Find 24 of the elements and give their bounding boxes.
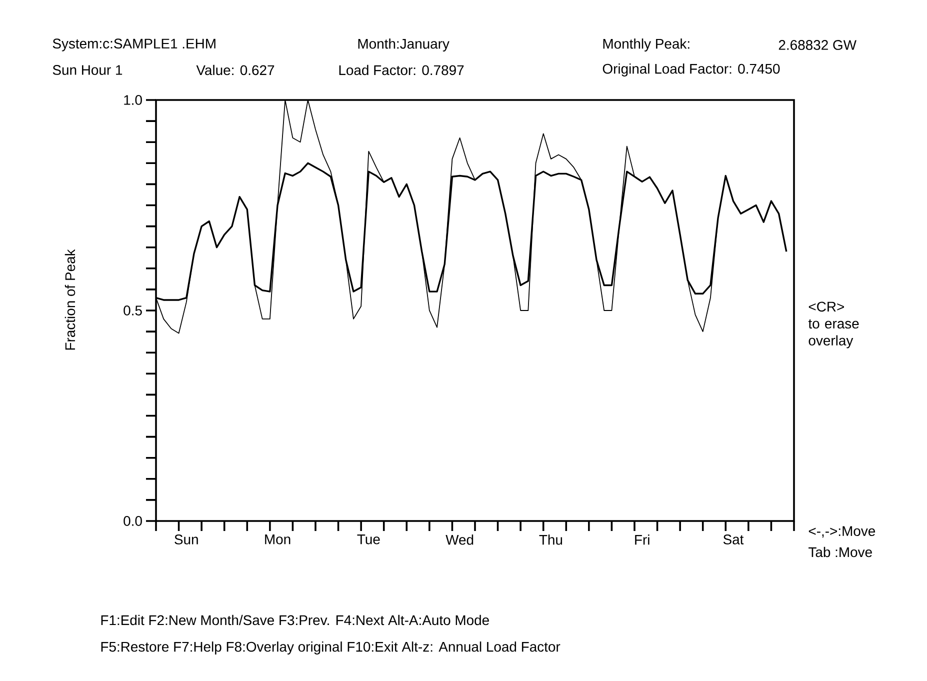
text: Sun Hour 1 [52, 65, 122, 75]
text: Monthly Peak: [603, 38, 690, 52]
text: <CR> to erase overlay [808, 302, 859, 348]
y-tick-label: 0.5 [124, 306, 142, 316]
text: F5:Restore F7:Help F8:Overlay original F10:Exit Alt-z: Annual Load Factor [101, 641, 560, 654]
x-tick-label: Sat [723, 534, 744, 544]
text: <-,->:Move [808, 526, 876, 538]
x-tick-label: Thu [539, 534, 562, 545]
x-tick-label: Fri [635, 534, 650, 545]
text: Tab :Move [808, 546, 872, 558]
text: Month:January [358, 38, 450, 52]
x-tick-label: Tue [357, 534, 380, 544]
y-axis-title: Fraction of Peak [64, 249, 76, 350]
x-tick-label: Sun [174, 534, 198, 544]
text: System:c:SAMPLE1 .EHM [52, 38, 216, 52]
y-tick-label: 1.0 [124, 95, 142, 105]
x-tick-label: Mon [265, 534, 290, 544]
text: F1:Edit F2:New Month/Save F3:Prev. F4:Next Alt-A:Auto Mode [101, 614, 489, 626]
text: 2.68832 GW [778, 40, 856, 50]
y-tick-label: 0.0 [124, 516, 142, 526]
text: Load Factor: 0.7897 [339, 64, 464, 76]
text: Value: 0.627 [196, 64, 274, 76]
text: Original Load Factor: 0.7450 [602, 63, 780, 76]
x-tick-label: Wed [446, 534, 474, 545]
